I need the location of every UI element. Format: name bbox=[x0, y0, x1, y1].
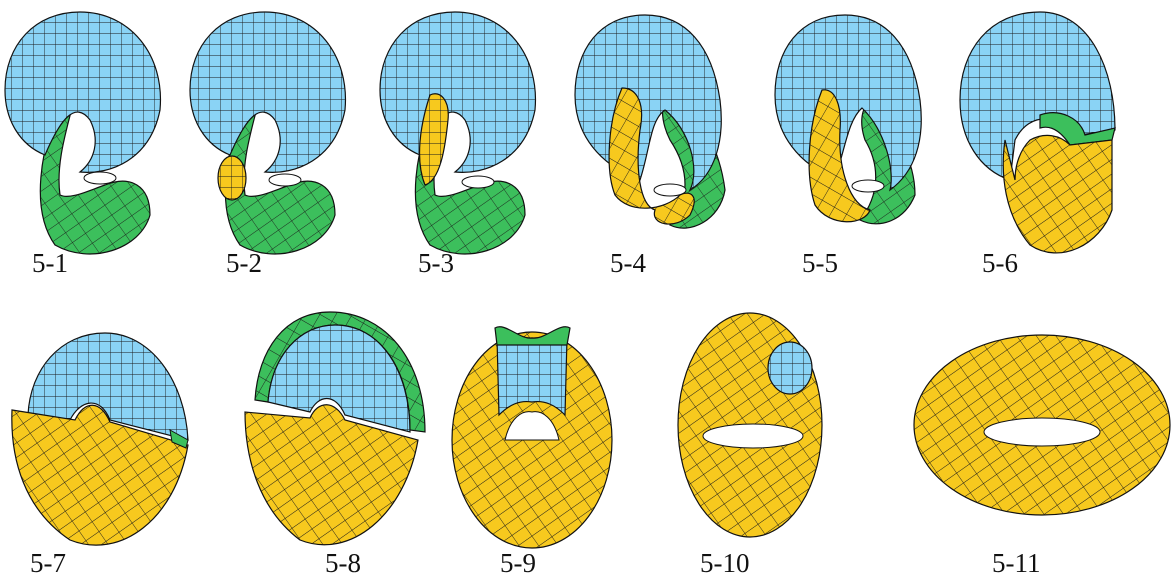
hole bbox=[653, 183, 687, 197]
frame-label-5-5: 5-5 bbox=[802, 248, 838, 278]
frame-5-5 bbox=[774, 14, 922, 225]
blue-sphere-grid bbox=[380, 12, 536, 173]
yellow-patch-grid bbox=[419, 93, 449, 185]
green-tube-grid bbox=[415, 95, 525, 254]
hole bbox=[461, 175, 495, 189]
hole bbox=[851, 179, 885, 193]
frame-label-5-4: 5-4 bbox=[610, 248, 646, 278]
blue-sphere-grid bbox=[775, 15, 922, 190]
frame-label-5-10: 5-10 bbox=[700, 548, 750, 578]
frame-5-10 bbox=[677, 312, 823, 538]
frame-5-7 bbox=[11, 332, 189, 546]
yellow-shell-grid bbox=[245, 404, 418, 545]
frame-label-5-7: 5-7 bbox=[30, 548, 66, 578]
blue-sphere-grid bbox=[268, 325, 410, 432]
green-rim bbox=[494, 326, 571, 346]
blue-sphere-grid bbox=[960, 12, 1115, 180]
frame-label-5-9: 5-9 bbox=[500, 548, 536, 578]
frame-label-5-8: 5-8 bbox=[325, 548, 361, 578]
yellow-shell-grid bbox=[1003, 135, 1112, 253]
hole bbox=[504, 411, 560, 441]
frame-label-5-11: 5-11 bbox=[992, 548, 1041, 578]
blue-hole-patch-grid bbox=[768, 342, 812, 394]
frame-5-11 bbox=[913, 334, 1171, 516]
hole bbox=[983, 417, 1101, 447]
yellow-tube-grid bbox=[809, 89, 870, 222]
frame-5-3 bbox=[379, 11, 537, 255]
blue-sphere-grid bbox=[5, 12, 161, 173]
frame-label-5-3: 5-3 bbox=[418, 248, 454, 278]
frame-5-2 bbox=[189, 11, 347, 255]
green-band bbox=[169, 429, 189, 449]
green-band-grid bbox=[255, 312, 425, 432]
yellow-patch-grid bbox=[218, 156, 246, 200]
frame-label-5-6: 5-6 bbox=[982, 248, 1018, 278]
yellow-tube-grid bbox=[609, 88, 695, 225]
green-tube-grid bbox=[860, 100, 915, 224]
blue-sphere-grid bbox=[575, 15, 722, 190]
green-tube-grid bbox=[40, 95, 150, 254]
frame-label-5-1: 5-1 bbox=[32, 248, 68, 278]
blue-panel-grid bbox=[497, 338, 567, 415]
blue-sphere-grid bbox=[28, 333, 188, 440]
hole bbox=[268, 173, 302, 187]
frame-5-8 bbox=[244, 311, 426, 546]
frame-5-1 bbox=[4, 11, 162, 255]
hole bbox=[702, 423, 804, 449]
frame-5-6 bbox=[959, 11, 1116, 254]
blue-sphere-grid bbox=[190, 12, 346, 173]
yellow-shell-grid bbox=[11, 405, 188, 546]
hole bbox=[83, 171, 117, 185]
frame-5-9 bbox=[451, 326, 613, 549]
frame-label-5-2: 5-2 bbox=[226, 248, 262, 278]
frame-5-4 bbox=[574, 14, 726, 229]
green-tube-grid bbox=[225, 95, 335, 254]
